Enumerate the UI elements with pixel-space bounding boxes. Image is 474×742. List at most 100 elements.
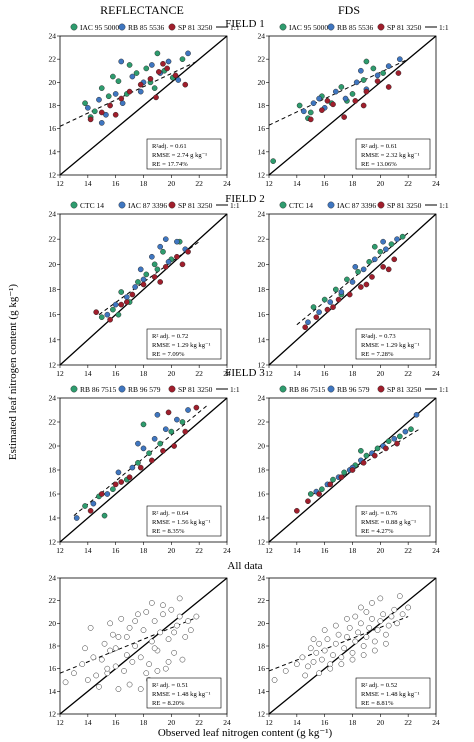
data-point xyxy=(154,668,161,674)
data-point xyxy=(305,498,311,505)
x-tick-label: 16 xyxy=(112,718,120,727)
data-point xyxy=(118,289,125,295)
data-point xyxy=(316,640,322,647)
legend-marker xyxy=(70,385,78,393)
data-point xyxy=(151,261,158,268)
data-point xyxy=(93,309,100,315)
data-point xyxy=(324,636,331,643)
data-point xyxy=(160,447,166,454)
data-point xyxy=(305,663,311,670)
x-tick-label: 24 xyxy=(223,369,231,378)
y-tick-label: 20 xyxy=(49,442,57,451)
data-point xyxy=(270,158,276,164)
data-point xyxy=(349,467,356,473)
data-point xyxy=(172,72,179,79)
data-point xyxy=(171,443,177,449)
stats-line: RMSE = 1.48 kg kg⁻¹ xyxy=(361,691,419,698)
x-tick-label: 12 xyxy=(56,718,64,727)
data-point xyxy=(395,70,402,76)
x-tick-label: 18 xyxy=(349,179,357,188)
legend: CTC 14 IAC 87 3396 SP 81 3250 1:1 xyxy=(70,201,240,210)
data-point xyxy=(380,70,386,76)
data-point xyxy=(62,679,69,686)
data-point xyxy=(321,627,328,633)
data-point xyxy=(135,611,141,618)
data-point xyxy=(112,91,119,97)
x-tick-label: 14 xyxy=(293,546,301,555)
data-point xyxy=(380,264,386,270)
data-point xyxy=(383,246,389,253)
data-point xyxy=(316,491,322,497)
identity-line xyxy=(59,35,228,176)
data-point xyxy=(107,620,113,627)
data-point xyxy=(363,452,370,459)
data-point xyxy=(385,266,392,273)
data-point xyxy=(319,656,325,663)
data-point xyxy=(352,264,359,270)
legend-marker xyxy=(168,23,176,31)
panel-6: 12 14 16 18 20 22 24 12 14 16 18 20 22 24 R² adj. = 0.… xyxy=(258,394,441,556)
data-point xyxy=(363,88,370,95)
x-tick-label: 18 xyxy=(140,369,148,378)
legend-marker xyxy=(118,201,126,209)
stats-line: RE = 8.81% xyxy=(361,700,394,707)
x-tick-label: 18 xyxy=(140,546,148,555)
data-point xyxy=(101,640,108,647)
data-point xyxy=(132,618,138,624)
legend: RB 86 7515 RB 96 579 SP 81 3250 1:1 xyxy=(279,385,449,394)
data-point xyxy=(165,659,172,665)
data-point xyxy=(132,284,138,290)
data-point xyxy=(107,102,113,109)
panel-2: 12 14 16 18 20 22 24 12 14 16 18 20 22 24 R² adj. = 0.… xyxy=(258,32,441,189)
y-tick-label: 18 xyxy=(49,285,57,294)
data-point xyxy=(151,274,158,280)
data-point xyxy=(316,95,322,102)
x-tick-label: 12 xyxy=(56,179,64,188)
legend-marker xyxy=(377,385,385,393)
data-point xyxy=(385,84,392,90)
stats-line: RE = 17.74% xyxy=(152,161,188,168)
data-point xyxy=(165,58,172,65)
data-point xyxy=(413,411,420,418)
legend-marker xyxy=(279,385,287,393)
y-tick-label: 20 xyxy=(49,619,57,628)
data-point xyxy=(391,256,398,263)
data-point xyxy=(82,503,88,509)
data-point xyxy=(79,661,86,667)
data-point xyxy=(307,116,314,123)
stats-line: RMSE = 1.48 kg kg⁻¹ xyxy=(152,691,210,698)
data-point xyxy=(101,512,108,519)
fit-line xyxy=(296,232,409,326)
data-point xyxy=(85,677,91,683)
data-point xyxy=(371,647,378,654)
fit-line xyxy=(268,616,409,672)
data-point xyxy=(391,606,398,613)
data-point xyxy=(335,631,342,638)
y-tick-label: 12 xyxy=(258,361,266,370)
data-point xyxy=(174,622,180,629)
stats-line: RE = 7.09% xyxy=(152,351,185,358)
data-point xyxy=(330,304,336,310)
data-point xyxy=(385,622,392,629)
data-point xyxy=(313,314,320,321)
y-tick-label: 12 xyxy=(258,538,266,547)
y-tick-label: 14 xyxy=(49,147,57,156)
legend-marker xyxy=(70,201,78,209)
data-point xyxy=(87,507,94,514)
x-tick-label: 14 xyxy=(84,546,92,555)
data-point xyxy=(104,665,111,672)
row-title-field-2: FIELD 2 xyxy=(225,193,264,205)
y-tick-label: 22 xyxy=(49,235,57,244)
data-point xyxy=(118,615,125,622)
y-tick-label: 16 xyxy=(258,310,266,319)
data-point xyxy=(366,258,373,265)
legend-label: SP 81 3250 xyxy=(178,23,213,32)
y-tick-label: 24 xyxy=(258,394,266,403)
data-point xyxy=(110,306,116,313)
y-tick-label: 24 xyxy=(49,210,57,219)
legend-marker xyxy=(118,23,126,31)
x-tick-label: 14 xyxy=(84,718,92,727)
stats-line: RMSE = 0.88 g kg⁻¹ xyxy=(361,519,416,526)
x-tick-label: 24 xyxy=(223,179,231,188)
data-point xyxy=(171,629,177,636)
